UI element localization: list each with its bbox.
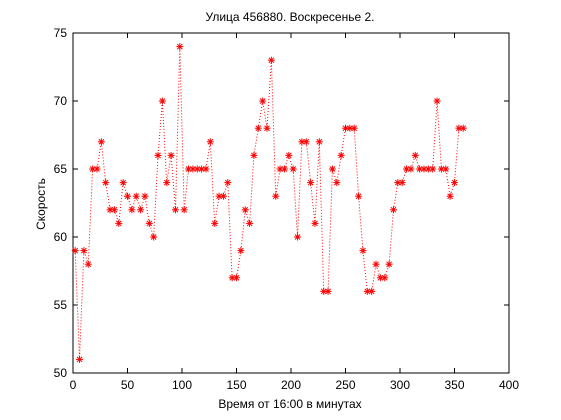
data-point	[403, 165, 411, 173]
data-point	[150, 233, 158, 241]
chart-title: Улица 456880. Воскресенье 2.	[206, 10, 375, 24]
data-point	[171, 206, 179, 214]
data-point	[411, 151, 419, 159]
x-tick-label: 150	[226, 378, 246, 392]
x-tick-label: 250	[335, 378, 355, 392]
data-point	[433, 97, 441, 105]
data-point	[267, 56, 275, 64]
data-point	[442, 165, 450, 173]
x-axis-label: Время от 16:00 в минутах	[218, 397, 361, 411]
data-point	[137, 206, 145, 214]
x-tick-label: 300	[390, 378, 410, 392]
y-tick-label: 50	[54, 366, 68, 380]
data-point	[167, 151, 175, 159]
data-point	[289, 165, 297, 173]
data-point	[272, 192, 280, 200]
data-point	[71, 247, 79, 255]
data-point	[233, 274, 240, 282]
data-point	[102, 179, 110, 187]
data-point	[80, 247, 88, 255]
data-point	[311, 219, 319, 227]
plot-frame	[72, 32, 510, 374]
data-point	[119, 179, 127, 187]
data-point	[228, 274, 236, 282]
data-point	[429, 165, 437, 173]
y-tick-label: 55	[54, 298, 68, 312]
data-point	[451, 179, 458, 187]
data-point	[158, 97, 166, 105]
data-point	[302, 138, 310, 146]
data-point	[437, 165, 445, 173]
data-point	[241, 206, 249, 214]
data-point	[128, 206, 136, 214]
data-point	[328, 165, 336, 173]
data-point	[76, 355, 84, 363]
data-point	[211, 219, 219, 227]
data-point	[294, 233, 302, 241]
data-point	[250, 151, 258, 159]
y-tick-label: 60	[54, 230, 68, 244]
data-point	[84, 260, 92, 268]
y-tick-label: 75	[54, 26, 68, 40]
x-tick-label: 0	[70, 378, 77, 392]
data-point	[355, 192, 363, 200]
data-point	[219, 192, 227, 200]
data-point	[459, 124, 467, 132]
data-point	[381, 274, 389, 282]
data-point	[324, 287, 332, 295]
data-point	[154, 151, 162, 159]
data-point	[280, 165, 288, 173]
data-point	[320, 287, 328, 295]
data-point	[446, 192, 454, 200]
x-tick-label: 400	[499, 378, 519, 392]
data-point	[285, 151, 293, 159]
data-point	[315, 138, 323, 146]
data-point	[180, 206, 188, 214]
data-point	[359, 247, 367, 255]
data-point	[389, 206, 397, 214]
data-point	[337, 151, 345, 159]
data-point	[350, 124, 358, 132]
data-point	[110, 206, 118, 214]
data-point	[124, 192, 131, 200]
data-point	[145, 219, 153, 227]
data-point	[307, 179, 315, 187]
data-point	[224, 179, 232, 187]
data-point	[237, 247, 245, 255]
data-point	[132, 192, 140, 200]
data-point	[246, 219, 254, 227]
x-tick-label: 200	[281, 378, 301, 392]
y-axis-label: Скорость	[34, 178, 48, 230]
data-point	[202, 165, 210, 173]
data-point	[206, 138, 214, 146]
y-tick-label: 65	[54, 162, 68, 176]
data-point	[385, 260, 393, 268]
data-point	[115, 219, 123, 227]
data-point	[97, 138, 105, 146]
x-tick-label: 100	[172, 378, 192, 392]
data-point	[368, 287, 376, 295]
data-point	[333, 179, 341, 187]
data-point	[215, 192, 223, 200]
x-tick-label: 50	[121, 378, 135, 392]
data-point	[407, 165, 415, 173]
data-point	[106, 206, 114, 214]
data-point	[254, 124, 262, 132]
data-point	[163, 179, 171, 187]
data-point	[346, 124, 354, 132]
y-tick-label: 70	[54, 94, 68, 108]
data-point	[398, 179, 406, 187]
data-point	[176, 43, 184, 51]
data-point	[455, 124, 463, 132]
data-point	[141, 192, 149, 200]
data-point	[259, 97, 267, 105]
data-point	[263, 124, 271, 132]
data-point	[372, 260, 380, 268]
x-tick-label: 350	[444, 378, 464, 392]
data-point	[93, 165, 101, 173]
